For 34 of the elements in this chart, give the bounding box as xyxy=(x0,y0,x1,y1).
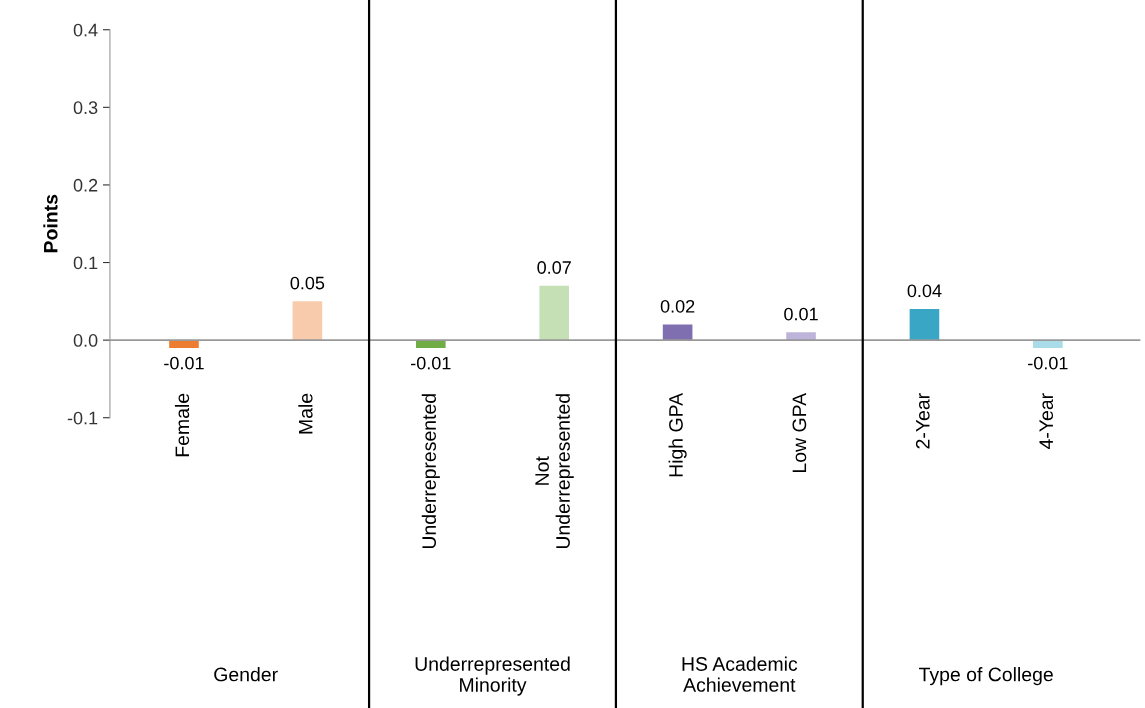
bar xyxy=(786,332,816,341)
y-tick-label: 0.3 xyxy=(73,101,98,115)
data-label: 0.04 xyxy=(907,284,942,298)
y-tick-label: 0.4 xyxy=(73,23,98,37)
bar xyxy=(415,340,446,348)
x-tick-label: Male xyxy=(298,393,313,434)
data-label: -0.01 xyxy=(1028,356,1068,370)
x-tick-label: Low GPA xyxy=(792,392,807,473)
y-axis-title: Points xyxy=(43,194,58,253)
text: Underrepresented Minority xyxy=(415,656,570,696)
x-tick-label: 4-Year xyxy=(1039,393,1054,450)
bar xyxy=(169,340,199,348)
data-label: 0.07 xyxy=(537,261,571,274)
bar xyxy=(1033,340,1063,348)
x-tick-label: High GPA xyxy=(668,392,687,477)
x-tick-label: Not Underrepresented xyxy=(535,394,574,549)
data-label: -0.01 xyxy=(411,356,451,370)
data-label: 0.01 xyxy=(784,307,818,321)
text: Type of College xyxy=(919,667,1053,686)
bar xyxy=(539,285,570,341)
x-tick-label: Female xyxy=(174,393,190,457)
y-tick-label: 0.2 xyxy=(73,178,98,192)
text: Gender xyxy=(214,667,278,682)
x-tick-label: 2-Year xyxy=(915,393,930,449)
text: HS Academic Achievement xyxy=(682,656,798,692)
bar xyxy=(292,301,323,341)
y-tick-label: -0.1 xyxy=(67,411,98,425)
data-label: -0.01 xyxy=(164,356,204,370)
data-label: 0.02 xyxy=(660,299,695,313)
y-tick-label: 0.0 xyxy=(73,334,98,347)
y-tick-label: 0.1 xyxy=(73,256,98,270)
x-tick-label: Underrepresented xyxy=(421,394,440,549)
bar xyxy=(909,309,940,341)
data-label: 0.05 xyxy=(290,276,325,290)
